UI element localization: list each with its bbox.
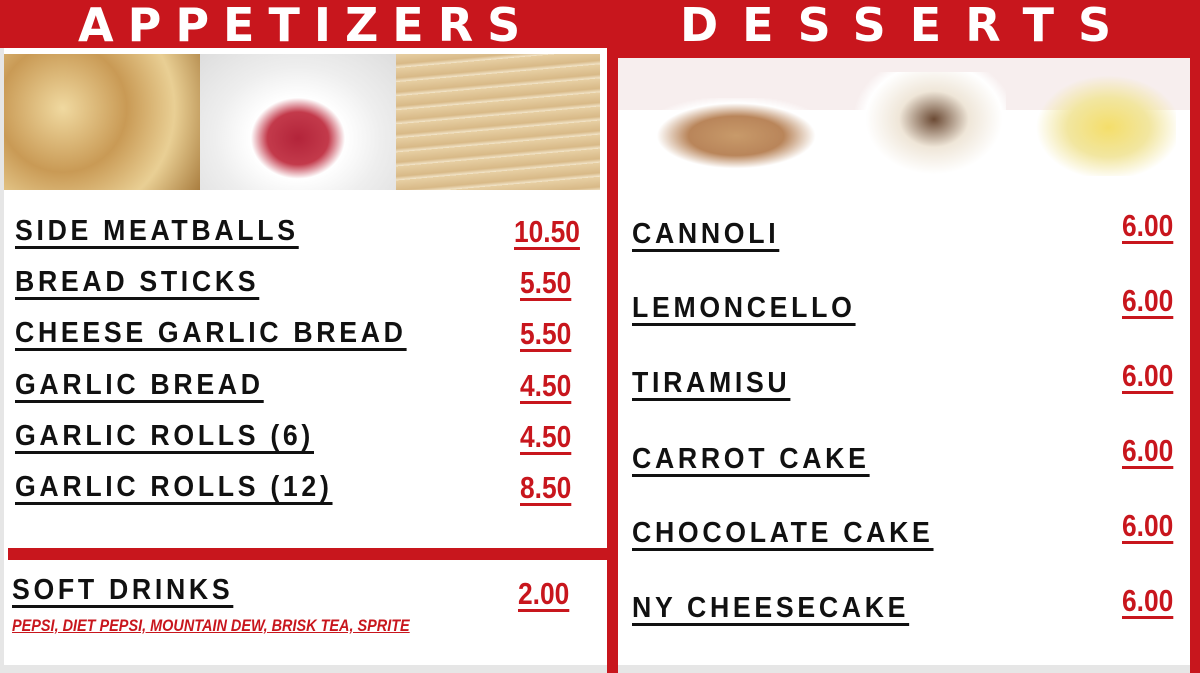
meatballs-photo <box>200 54 396 190</box>
menu-item-price: 5.50 <box>520 316 572 351</box>
menu-item-price: 6.00 <box>1122 283 1174 318</box>
garlic-rolls-photo <box>4 54 200 190</box>
menu-item-name: CHOCOLATE CAKE <box>632 517 934 549</box>
menu-item-price: 6.00 <box>1122 433 1174 468</box>
menu-item-price: 6.00 <box>1122 508 1174 543</box>
divider-vertical <box>607 48 618 673</box>
menu-item-price: 6.00 <box>1122 583 1174 618</box>
desserts-panel <box>618 58 1190 665</box>
menu-item-name: GARLIC ROLLS (6) <box>15 420 314 452</box>
tiramisu-photo <box>846 72 1006 190</box>
drinks-name: SOFT DRINKS <box>12 574 234 606</box>
drinks-options: PEPSI, DIET PEPSI, MOUNTAIN DEW, BRISK T… <box>12 616 410 635</box>
lemon-cake-photo <box>1026 68 1176 176</box>
menu-item-price: 6.00 <box>1122 208 1174 243</box>
menu-item-price: 8.50 <box>520 470 572 505</box>
menu-item-price: 5.50 <box>520 265 572 300</box>
menu-item-name: GARLIC BREAD <box>15 369 264 401</box>
menu-item-name: CANNOLI <box>632 218 780 250</box>
menu-item-name: GARLIC ROLLS (12) <box>15 471 333 503</box>
bread-sticks-photo <box>396 54 600 190</box>
menu-item-name: CHEESE GARLIC BREAD <box>15 317 407 349</box>
cannoli-photo <box>624 98 828 182</box>
appetizers-title: APPETIZERS <box>78 0 535 52</box>
desserts-title: DESSERTS <box>680 0 1136 52</box>
drinks-price: 2.00 <box>518 576 570 611</box>
menu-item-price: 4.50 <box>520 419 572 454</box>
right-border <box>1190 0 1200 673</box>
menu-item-name: LEMONCELLO <box>632 292 856 324</box>
menu-item-name: BREAD STICKS <box>15 266 260 298</box>
menu-item-name: NY CHEESECAKE <box>632 592 910 624</box>
menu-item-price: 6.00 <box>1122 358 1174 393</box>
divider-horizontal <box>8 548 608 560</box>
appetizers-panel <box>4 48 607 665</box>
menu-item-name: TIRAMISU <box>632 367 791 399</box>
menu-item-name: SIDE MEATBALLS <box>15 215 299 247</box>
menu-item-price: 10.50 <box>514 214 580 249</box>
desserts-header-band <box>612 0 1200 58</box>
menu-item-name: CARROT CAKE <box>632 443 870 475</box>
menu-item-price: 4.50 <box>520 368 572 403</box>
